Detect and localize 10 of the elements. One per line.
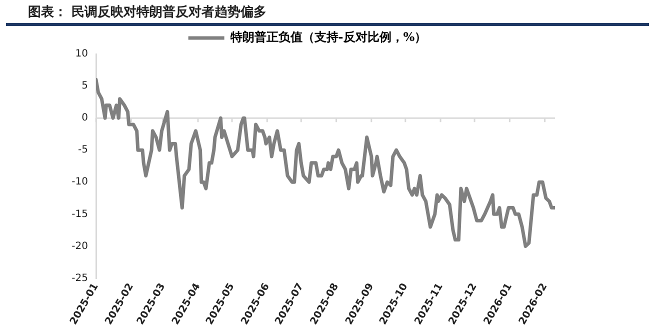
y-tick-label: -10 — [72, 176, 88, 188]
y-tick-label: -5 — [78, 144, 88, 156]
y-tick-label: 10 — [75, 48, 88, 60]
chart-title: 图表： 民调反映对特朗普反对者趋势偏多 — [6, 0, 649, 26]
y-tick-label: -25 — [72, 272, 88, 284]
y-tick-label: 0 — [82, 112, 88, 124]
y-tick-label: 5 — [82, 80, 88, 92]
y-tick-label: -15 — [72, 208, 88, 220]
legend-label: 特朗普正负值（支持-反对比例，%） — [229, 30, 427, 44]
y-tick-label: -20 — [72, 240, 88, 252]
